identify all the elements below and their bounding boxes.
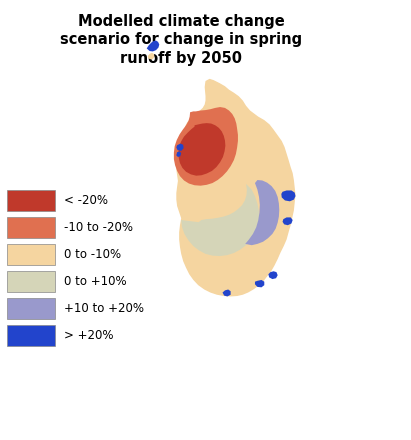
FancyBboxPatch shape: [7, 298, 55, 319]
Polygon shape: [147, 40, 159, 51]
Polygon shape: [222, 290, 231, 297]
Text: +10 to +20%: +10 to +20%: [65, 302, 144, 315]
Polygon shape: [245, 180, 279, 245]
FancyBboxPatch shape: [7, 271, 55, 292]
Text: 0 to +10%: 0 to +10%: [65, 275, 127, 288]
Text: 0 to -10%: 0 to -10%: [65, 248, 122, 261]
FancyBboxPatch shape: [7, 217, 55, 238]
Polygon shape: [268, 271, 278, 279]
Text: > +20%: > +20%: [65, 329, 114, 341]
Text: Modelled climate change
scenario for change in spring
runoff by 2050: Modelled climate change scenario for cha…: [60, 14, 302, 66]
Polygon shape: [148, 53, 155, 59]
Text: < -20%: < -20%: [65, 194, 109, 207]
FancyBboxPatch shape: [7, 244, 55, 265]
Polygon shape: [178, 123, 225, 176]
Text: -10 to -20%: -10 to -20%: [65, 221, 134, 234]
Polygon shape: [174, 107, 238, 186]
FancyBboxPatch shape: [7, 325, 55, 345]
Polygon shape: [176, 143, 184, 151]
Polygon shape: [282, 217, 293, 225]
Polygon shape: [281, 191, 296, 202]
Polygon shape: [176, 151, 181, 157]
FancyBboxPatch shape: [7, 190, 55, 211]
Polygon shape: [255, 280, 264, 287]
Polygon shape: [181, 184, 259, 256]
Polygon shape: [176, 79, 296, 297]
